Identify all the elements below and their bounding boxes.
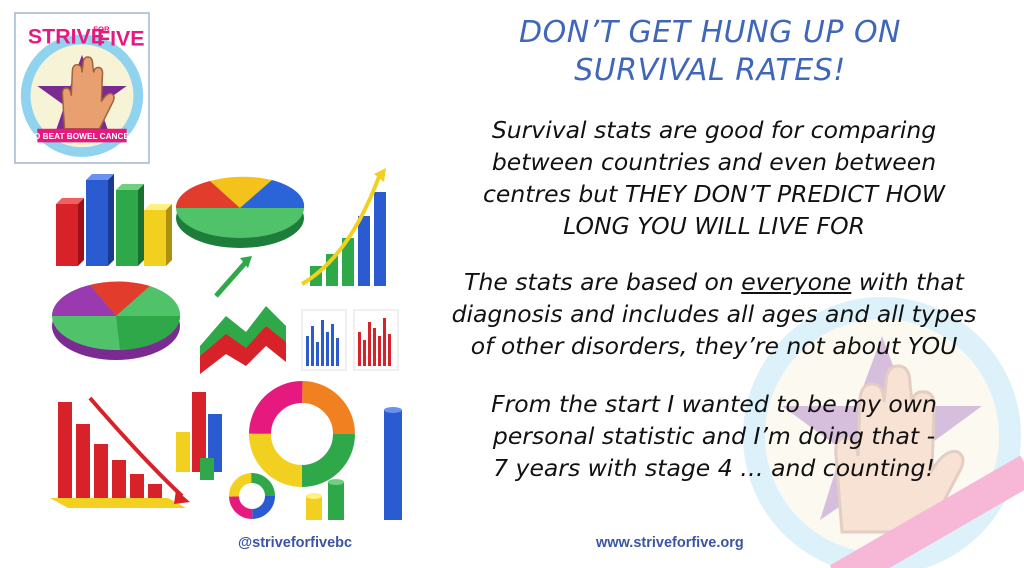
pie-3d-left bbox=[52, 281, 181, 360]
cylinders bbox=[306, 407, 402, 520]
pie-3d-top bbox=[175, 176, 305, 248]
paragraph-3-line-3: 7 years with stage 4 … and counting! bbox=[493, 454, 935, 482]
paragraph-2-line-1-after: with that bbox=[851, 268, 964, 296]
chart-clipart-icon bbox=[50, 168, 402, 520]
paragraph-2-line-1: The stats are based on everyone with tha… bbox=[404, 266, 1024, 298]
watermark-hand-star-icon bbox=[743, 297, 1024, 568]
donut-large bbox=[249, 381, 355, 487]
website-link[interactable]: www.striveforfive.org bbox=[596, 535, 744, 551]
twitter-handle[interactable]: @striveforfivebc bbox=[238, 535, 353, 551]
paragraph-1-line-3: centres but THEY DON’T PREDICT HOW bbox=[483, 180, 945, 208]
logo-hand-star-icon: TO BEAT BOWEL CANCER STRIVE FOR FIVE bbox=[20, 24, 145, 157]
thin-bars-red bbox=[353, 309, 399, 371]
headline-line-1: DON’T GET HUNG UP ON bbox=[519, 15, 901, 50]
declining-bars bbox=[50, 396, 190, 508]
paragraph-everyone: The stats are based on everyone with tha… bbox=[404, 266, 1024, 362]
paragraph-2-line-2: diagnosis and includes all ages and all … bbox=[451, 300, 977, 328]
bars-3d-group bbox=[56, 174, 172, 266]
paragraph-personal-statistic: From the start I wanted to be my own per… bbox=[404, 388, 1024, 484]
logo: TO BEAT BOWEL CANCER STRIVE FOR FIVE bbox=[14, 12, 150, 164]
ribbon-chart bbox=[200, 306, 286, 374]
paragraph-1-line-4: LONG YOU WILL LIVE FOR bbox=[563, 212, 865, 240]
logo-for-text: FOR bbox=[93, 25, 110, 34]
thin-bars-blue bbox=[301, 309, 347, 371]
paragraph-comparing: Survival stats are good for comparing be… bbox=[404, 114, 1024, 242]
headline-line-2: SURVIVAL RATES! bbox=[574, 53, 846, 88]
rising-bars bbox=[300, 168, 386, 286]
paragraph-3-line-1: From the start I wanted to be my own bbox=[491, 390, 937, 418]
logo-bottom-text: TO BEAT BOWEL CANCER bbox=[29, 132, 135, 141]
paragraph-1-line-2: between countries and even between bbox=[491, 148, 937, 176]
paragraph-3-line-2: personal statistic and I’m doing that - bbox=[492, 422, 936, 450]
paragraph-1-line-1: Survival stats are good for comparing bbox=[491, 116, 937, 144]
watermark-logo bbox=[712, 286, 1024, 568]
paragraph-2-line-3: of other disorders, they’re not about YO… bbox=[470, 332, 958, 360]
logo-five-text: FIVE bbox=[97, 26, 144, 50]
logo-strive-text: STRIVE bbox=[28, 24, 105, 48]
headline: DON’T GET HUNG UP ON SURVIVAL RATES! bbox=[440, 14, 980, 90]
chart-clipart bbox=[40, 166, 410, 526]
paragraph-2-underlined-word: everyone bbox=[741, 268, 852, 296]
small-bars bbox=[176, 392, 222, 480]
paragraph-2-line-1-before: The stats are based on bbox=[464, 268, 742, 296]
donut-small bbox=[229, 473, 275, 519]
